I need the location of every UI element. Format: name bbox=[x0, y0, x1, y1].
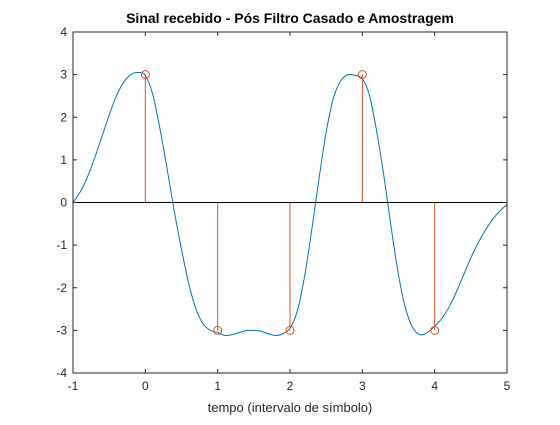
y-tick-label: 2 bbox=[60, 110, 67, 124]
chart-title: Sinal recebido - Pós Filtro Casado e Amo… bbox=[126, 10, 454, 26]
x-tick-label: 5 bbox=[504, 379, 511, 393]
x-tick-label: 1 bbox=[214, 379, 221, 393]
stem-marker bbox=[285, 325, 295, 335]
x-tick-label: 4 bbox=[431, 379, 438, 393]
x-axis: -1 0 1 2 3 4 5 bbox=[68, 32, 511, 393]
x-tick-label: 0 bbox=[142, 379, 149, 393]
stem-marker bbox=[140, 70, 150, 80]
y-tick-label: -3 bbox=[56, 323, 67, 337]
y-tick-label: -4 bbox=[56, 366, 67, 380]
y-tick-label: 0 bbox=[60, 196, 67, 210]
y-axis: -4 -3 -2 -1 0 1 2 3 4 bbox=[56, 25, 507, 380]
x-tick-label: -1 bbox=[68, 379, 79, 393]
stem-marker bbox=[357, 70, 367, 80]
y-tick-label: -2 bbox=[56, 281, 67, 295]
y-tick-label: 3 bbox=[60, 68, 67, 82]
y-tick-label: -1 bbox=[56, 238, 67, 252]
y-tick-label: 4 bbox=[60, 25, 67, 39]
y-tick-label: 1 bbox=[60, 153, 67, 167]
x-tick-label: 3 bbox=[359, 379, 366, 393]
stem-marker bbox=[430, 325, 440, 335]
x-axis-label: tempo (intervalo de símbolo) bbox=[208, 400, 373, 415]
x-tick-label: 2 bbox=[287, 379, 294, 393]
stem-marker bbox=[213, 325, 223, 335]
stems-group bbox=[140, 70, 440, 335]
